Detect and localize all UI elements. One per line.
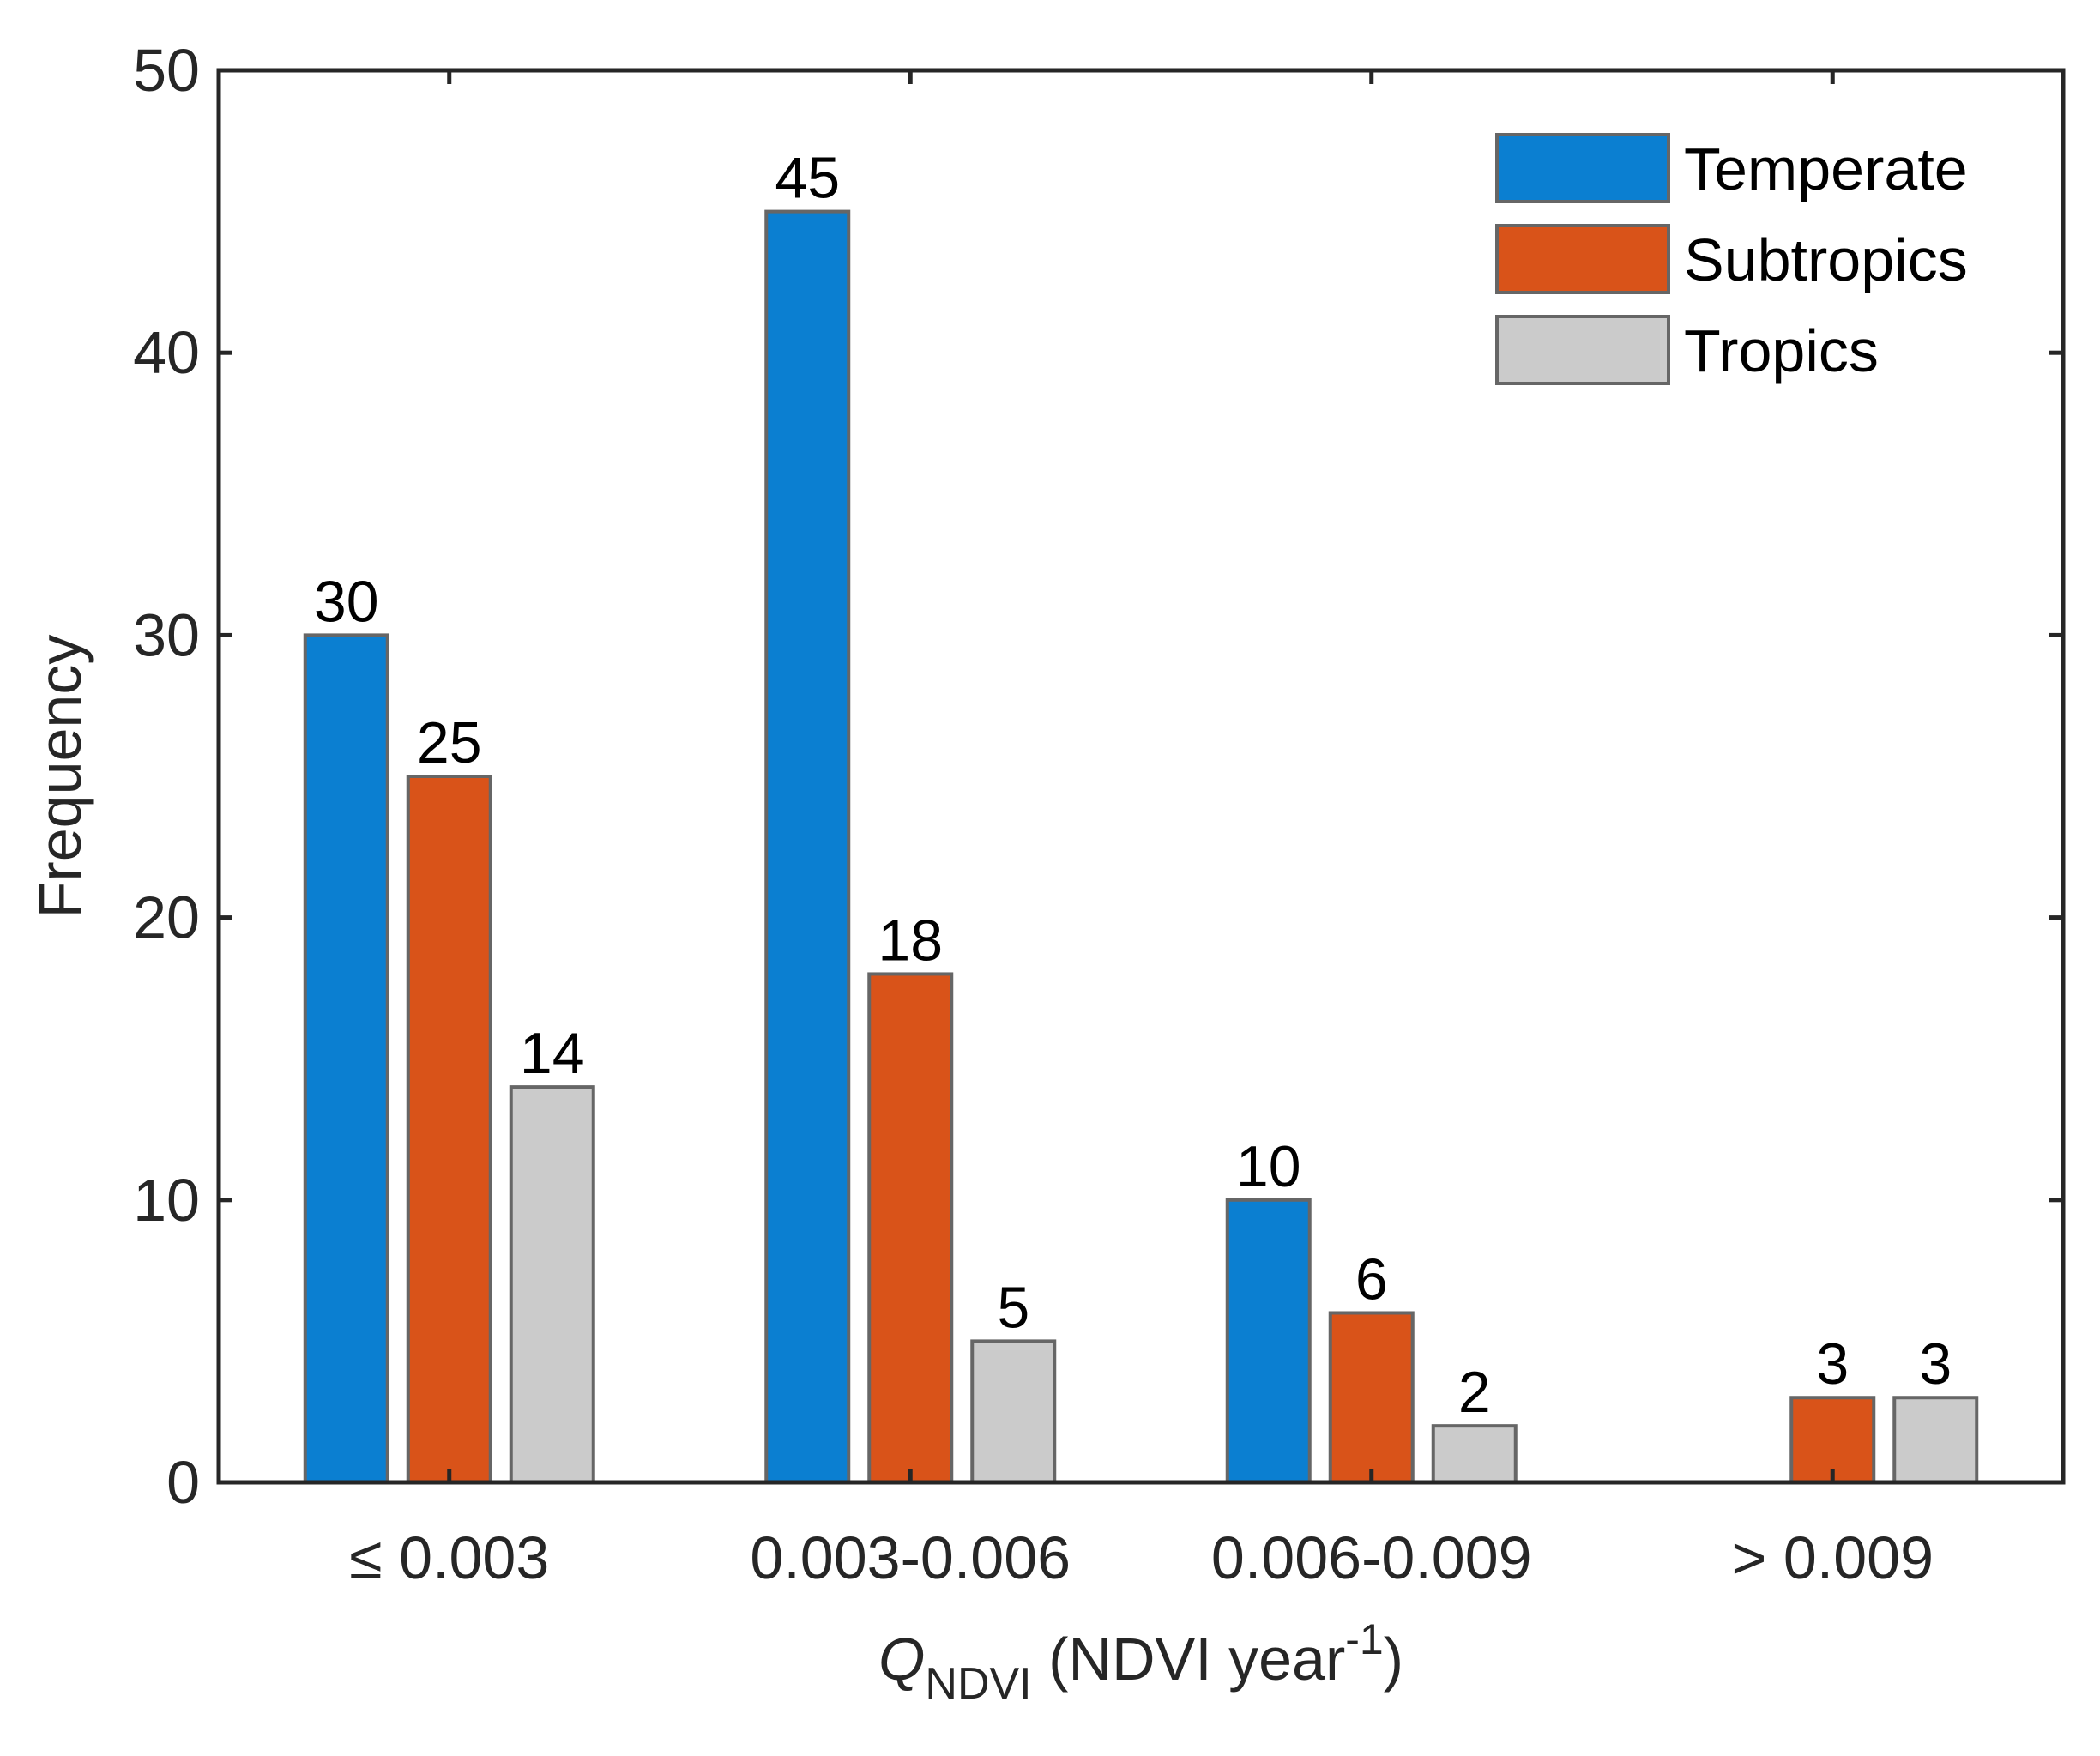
data-label-temperate-2: 10 <box>1236 1134 1301 1199</box>
bar-tropics-3 <box>1892 1396 1979 1484</box>
x-tick-label-2: 0.006-0.009 <box>1211 1524 1532 1591</box>
data-label-subtropics-2: 6 <box>1355 1246 1388 1312</box>
bar-tropics-1 <box>970 1339 1057 1485</box>
legend-label-subtropics: Subtropics <box>1684 226 1968 293</box>
y-tick-label-5: 50 <box>133 37 200 104</box>
x-tick-label-0: ≤ 0.003 <box>349 1524 549 1591</box>
legend-swatch-subtropics <box>1495 224 1670 294</box>
data-label-temperate-1: 45 <box>775 146 840 211</box>
bars-group <box>303 209 1979 1485</box>
bar-tropics-2 <box>1431 1424 1518 1485</box>
bar-subtropics-1 <box>867 972 954 1484</box>
x-tick-label-1: 0.003-0.006 <box>750 1524 1071 1591</box>
data-label-subtropics-3: 3 <box>1816 1331 1849 1397</box>
data-labels-group: 30 45 10 25 18 6 3 14 5 2 3 <box>314 146 1952 1426</box>
data-label-subtropics-0: 25 <box>417 710 482 775</box>
x-axis-superscript: -1 <box>1345 1615 1383 1663</box>
data-label-tropics-1: 5 <box>997 1275 1029 1340</box>
legend-swatch-tropics <box>1495 315 1670 385</box>
ticks-group <box>219 68 2063 1485</box>
bar-tropics-0 <box>509 1085 595 1484</box>
y-tick-label-1: 10 <box>133 1167 200 1234</box>
y-tick-labels: 0 10 20 30 40 50 <box>133 37 200 1516</box>
axes-frame <box>216 68 2066 1485</box>
y-tick-label-3: 30 <box>133 601 200 668</box>
legend: Temperate Subtropics Tropics <box>1495 133 1968 385</box>
bar-temperate-2 <box>1225 1198 1312 1485</box>
x-axis-symbol: Q <box>878 1626 925 1693</box>
bar-subtropics-0 <box>406 775 492 1484</box>
data-label-temperate-0: 30 <box>314 569 379 634</box>
bar-subtropics-2 <box>1328 1311 1415 1484</box>
x-axis-closing: ) <box>1384 1626 1403 1693</box>
y-tick-label-4: 40 <box>133 319 200 386</box>
x-axis-subscript: NDVI <box>925 1659 1031 1709</box>
x-axis-label: QNDVI (NDVI year-1) <box>878 1615 1403 1709</box>
data-label-tropics-3: 3 <box>1919 1331 1952 1397</box>
x-tick-label-3: > 0.009 <box>1732 1524 1934 1591</box>
legend-label-temperate: Temperate <box>1684 136 1968 202</box>
data-label-tropics-2: 2 <box>1458 1360 1491 1425</box>
x-tick-labels: ≤ 0.003 0.003-0.006 0.006-0.009 > 0.009 <box>349 1524 1934 1591</box>
y-axis-label: Frequency <box>27 635 94 919</box>
bar-temperate-1 <box>764 209 851 1485</box>
y-tick-label-2: 20 <box>133 884 200 951</box>
x-axis-unit: (NDVI year <box>1032 1626 1346 1693</box>
y-tick-label-0: 0 <box>166 1449 200 1516</box>
data-label-subtropics-1: 18 <box>878 908 943 973</box>
legend-label-tropics: Tropics <box>1684 317 1879 384</box>
data-label-tropics-0: 14 <box>520 1021 585 1086</box>
legend-swatch-temperate <box>1495 133 1670 203</box>
bar-temperate-0 <box>303 633 389 1484</box>
